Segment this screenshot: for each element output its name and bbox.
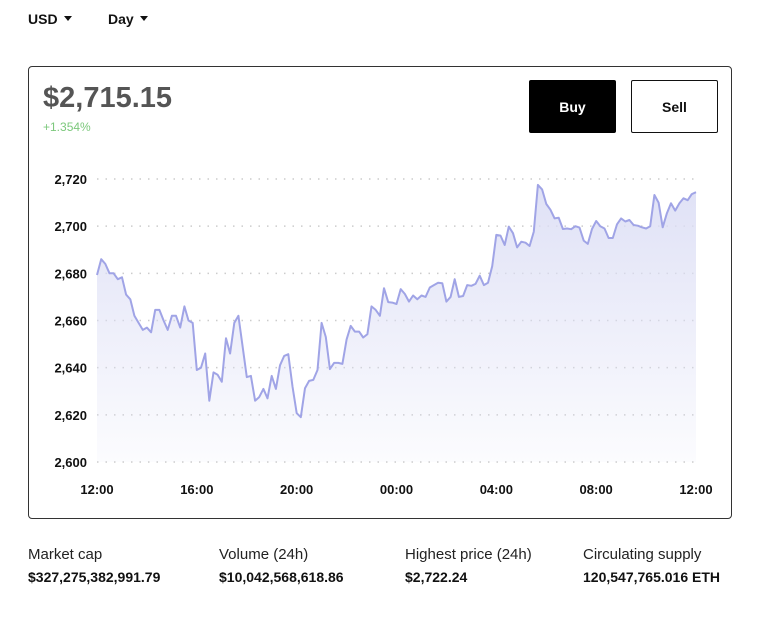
y-tick-label: 2,660: [54, 314, 87, 329]
stat-value: $2,722.24: [405, 569, 468, 585]
sell-button[interactable]: Sell: [631, 80, 718, 133]
buy-button[interactable]: Buy: [529, 80, 616, 133]
current-price: $2,715.15: [43, 82, 173, 114]
x-tick-label: 16:00: [180, 482, 213, 497]
period-label: Day: [108, 11, 134, 27]
x-tick-label: 00:00: [380, 482, 413, 497]
stat-volume: Volume (24h) $10,042,568,618.86: [219, 546, 344, 585]
y-tick-label: 2,720: [54, 172, 87, 187]
stat-label: Circulating supply: [583, 546, 702, 563]
x-tick-label: 12:00: [80, 482, 113, 497]
currency-dropdown[interactable]: USD: [28, 11, 72, 27]
stat-label: Highest price (24h): [405, 546, 532, 563]
stat-value: 120,547,765.016 ETH: [583, 569, 720, 585]
stat-label: Volume (24h): [219, 546, 309, 563]
stat-value: $327,275,382,991.79: [28, 569, 161, 585]
period-dropdown[interactable]: Day: [108, 11, 148, 27]
stat-circulating-supply: Circulating supply 120,547,765.016 ETH: [583, 546, 720, 585]
y-tick-label: 2,680: [54, 266, 87, 281]
x-tick-label: 08:00: [580, 482, 613, 497]
currency-label: USD: [28, 11, 58, 27]
x-tick-label: 12:00: [679, 482, 712, 497]
caret-down-icon: [63, 15, 72, 21]
y-tick-label: 2,700: [54, 219, 87, 234]
x-tick-label: 04:00: [480, 482, 513, 497]
price-chart-card: [28, 66, 732, 519]
price-change: +1.354%: [43, 120, 91, 134]
y-tick-label: 2,640: [54, 361, 87, 376]
y-tick-label: 2,620: [54, 408, 87, 423]
stat-value: $10,042,568,618.86: [219, 569, 344, 585]
stat-market-cap: Market cap $327,275,382,991.79: [28, 546, 160, 585]
price-area: [97, 184, 696, 462]
stat-highest-price: Highest price (24h) $2,722.24: [405, 546, 532, 585]
caret-down-icon: [139, 15, 148, 21]
x-tick-label: 20:00: [280, 482, 313, 497]
y-tick-label: 2,600: [54, 455, 87, 470]
price-line: [96, 183, 697, 419]
stat-label: Market cap: [28, 546, 103, 563]
